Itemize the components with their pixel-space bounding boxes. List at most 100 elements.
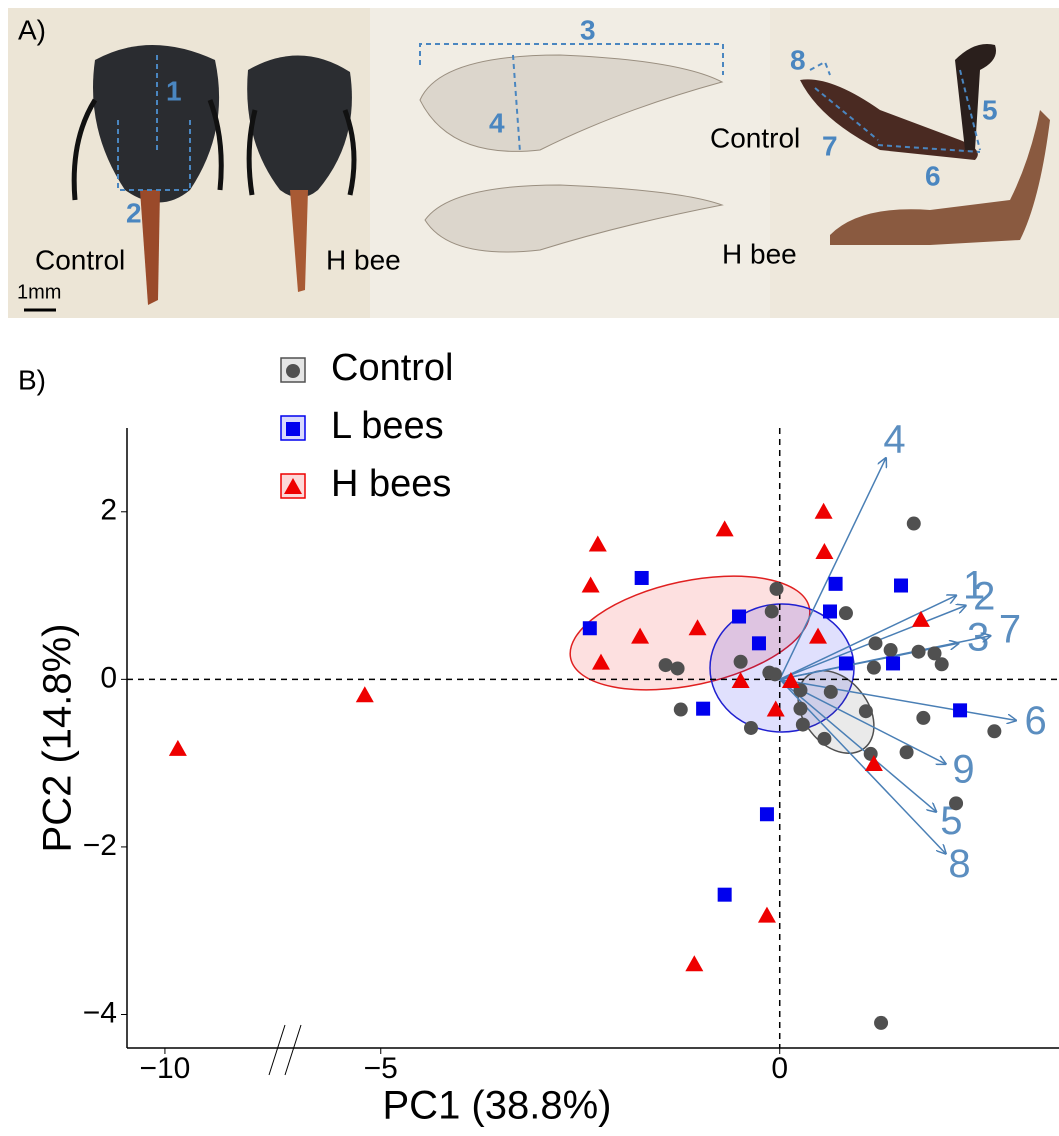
head-label: Control: [35, 244, 125, 275]
point: [894, 578, 909, 593]
point: [949, 796, 964, 811]
y-tick-label: −2: [83, 829, 117, 862]
y-tick-label: −4: [83, 996, 117, 1029]
point: [883, 643, 898, 658]
scale-bar-label: 1mm: [17, 281, 61, 303]
axis-break: [268, 1024, 286, 1076]
legend-label: L bees: [331, 405, 444, 447]
point: [764, 604, 779, 619]
point: [868, 636, 883, 651]
point: [823, 684, 838, 699]
point: [731, 672, 750, 689]
panel-a-photo: [8, 8, 1059, 318]
measure-label: 7: [822, 130, 838, 161]
point: [766, 700, 785, 717]
point: [916, 710, 931, 725]
point: [987, 724, 1002, 739]
loading-label: 6: [1024, 699, 1046, 743]
point: [634, 570, 649, 585]
point: [732, 609, 747, 624]
point: [817, 731, 832, 746]
loading-label: 4: [883, 417, 905, 461]
point: [631, 627, 650, 644]
point: [874, 1015, 889, 1030]
point: [866, 660, 881, 675]
x-axis-title: PC1 (38.8%): [383, 1084, 612, 1128]
point: [838, 606, 853, 621]
measure-label: 4: [489, 107, 505, 138]
point: [757, 906, 776, 923]
point: [355, 686, 374, 703]
point: [906, 516, 921, 531]
measure-label: 8: [790, 44, 806, 75]
legend-label: Control: [331, 347, 454, 389]
y-axis-title: PC2 (14.8%): [36, 624, 80, 853]
loading-arrow: [779, 458, 886, 680]
axis-break: [284, 1024, 302, 1076]
legend-label: H bees: [331, 463, 451, 505]
loading-label: 2: [973, 575, 995, 619]
measure-label: 5: [982, 94, 998, 125]
point: [769, 581, 784, 596]
point: [743, 720, 758, 735]
point: [809, 627, 828, 644]
point: [582, 621, 597, 636]
point: [795, 717, 810, 732]
point: [591, 653, 610, 670]
point: [927, 646, 942, 661]
point: [688, 619, 707, 636]
legend-marker: [284, 478, 302, 494]
wing-leg-label: Control: [710, 122, 800, 153]
point: [858, 704, 873, 719]
point: [828, 576, 843, 591]
measure-label: 3: [580, 14, 596, 45]
loading-label: 7: [999, 608, 1021, 652]
point: [685, 955, 704, 972]
measure-label: 6: [925, 160, 941, 191]
x-tick-label: −10: [139, 1052, 190, 1085]
point: [670, 661, 685, 676]
point: [733, 654, 748, 669]
loading-arrow: [779, 678, 1016, 720]
loading-label: 1: [963, 563, 985, 607]
point: [767, 667, 782, 682]
point: [715, 520, 734, 537]
head-label: H bee: [326, 244, 401, 275]
point: [588, 535, 607, 552]
point: [751, 636, 766, 651]
point: [953, 703, 968, 718]
point: [581, 576, 600, 593]
y-tick-label: 0: [100, 661, 117, 694]
loading-arrow: [779, 678, 946, 764]
x-tick-label: −5: [364, 1052, 398, 1085]
legend-marker: [286, 364, 300, 378]
legend-marker: [286, 422, 300, 436]
loading-label: 8: [948, 842, 970, 886]
point: [886, 656, 901, 671]
point: [899, 745, 914, 760]
measure-label: 1: [166, 75, 182, 106]
point: [934, 657, 949, 672]
measure-label: 2: [126, 197, 142, 228]
loading-arrow: [779, 636, 991, 681]
point: [864, 754, 883, 771]
loading-label: 3: [967, 615, 989, 659]
point: [814, 502, 833, 519]
point: [911, 644, 926, 659]
point: [793, 701, 808, 716]
panel-label: A): [18, 14, 46, 45]
loading-arrow: [779, 678, 936, 811]
y-tick-label: 2: [100, 494, 117, 527]
point: [822, 604, 837, 619]
wing-leg-label: H bee: [722, 238, 797, 269]
loading-label: 9: [952, 748, 974, 792]
point: [815, 543, 834, 559]
x-tick-label: 0: [771, 1052, 788, 1085]
point: [696, 701, 711, 716]
point: [658, 658, 673, 673]
point: [168, 739, 187, 756]
point: [717, 887, 732, 902]
point: [673, 702, 688, 717]
point: [759, 807, 774, 822]
